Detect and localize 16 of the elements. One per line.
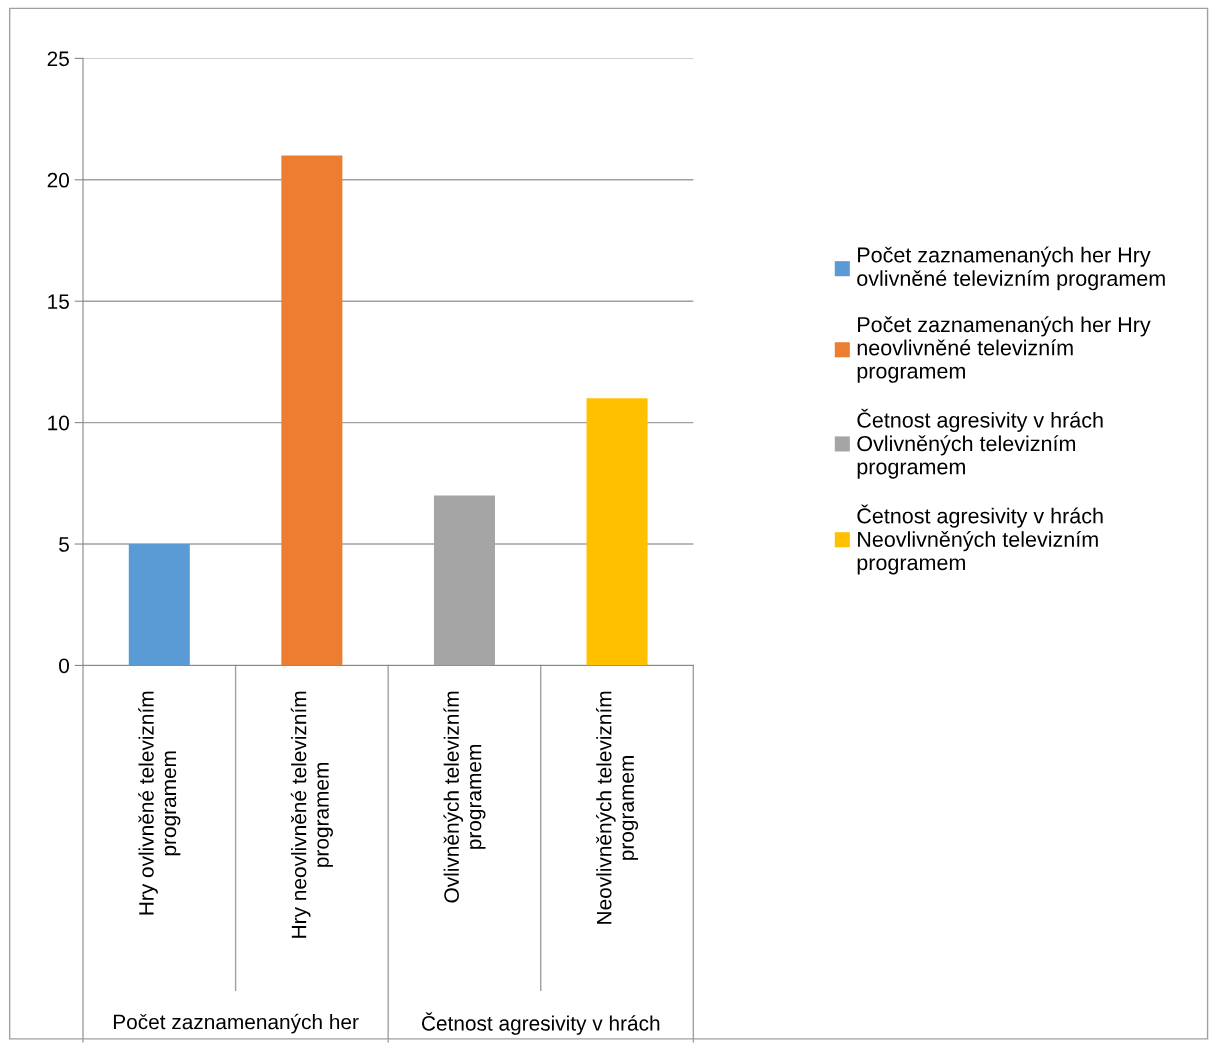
x-tick-label: Neovlivněných televizním programem bbox=[595, 691, 639, 924]
legend-label: Počet zaznamenaných her Hry ovlivněné televizním programem bbox=[857, 246, 1165, 291]
text: Četnost agresivity v hrách bbox=[421, 1012, 660, 1035]
y-tick-label: 15 bbox=[48, 294, 69, 309]
text: Počet zaznamenaných her bbox=[113, 1013, 359, 1034]
legend-label: Četnost agresivity v hrách Ovlivněných televizním programem bbox=[857, 408, 1103, 479]
y-tick-label: 25 bbox=[47, 51, 69, 67]
y-tick-label: 5 bbox=[59, 537, 69, 552]
x-tick-label: Ovlivněných televizním programem bbox=[443, 691, 486, 903]
legend-label: Četnost agresivity v hrách Neovlivněných televizním programem bbox=[857, 504, 1103, 575]
legend-label: Počet zaznamenaných her Hry neovlivněné televizním programem bbox=[857, 316, 1151, 383]
y-tick-label: 0 bbox=[59, 658, 69, 674]
y-tick-label: 10 bbox=[48, 415, 69, 431]
y-tick-label: 20 bbox=[47, 172, 69, 188]
x-tick-label: Hry ovlivněné televizním programem bbox=[138, 691, 181, 915]
x-tick-label: Hry neovlivněné televizním programem bbox=[290, 691, 333, 938]
